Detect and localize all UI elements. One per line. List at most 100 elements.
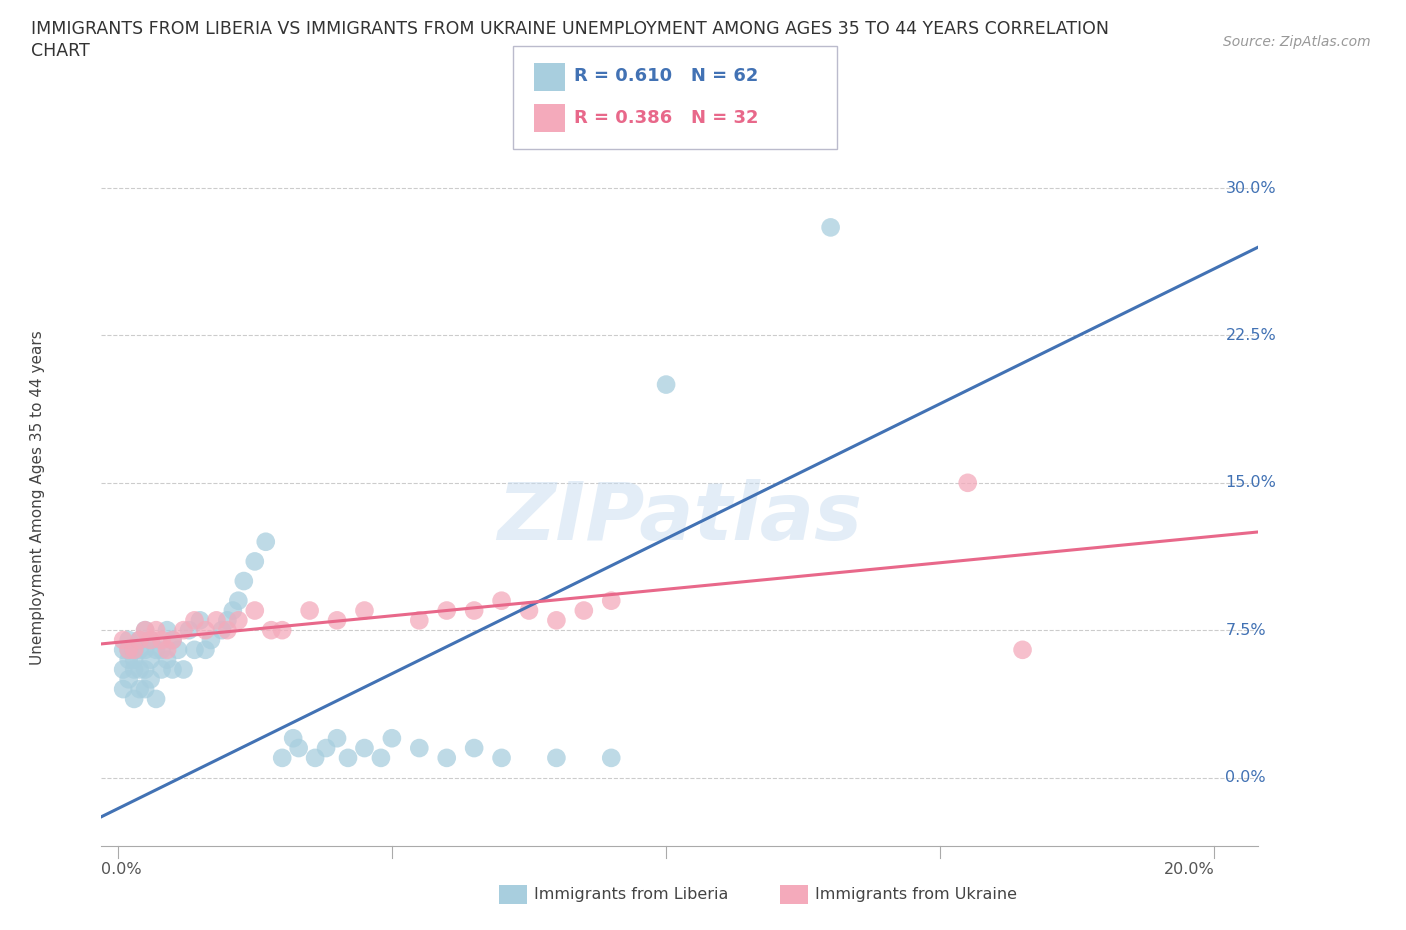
Point <box>381 731 404 746</box>
Point <box>145 692 167 707</box>
Point <box>134 623 156 638</box>
Point <box>408 613 430 628</box>
Point <box>222 603 245 618</box>
Point <box>546 613 568 628</box>
Point <box>118 632 141 647</box>
Point <box>243 603 266 618</box>
Point <box>128 662 150 677</box>
Point <box>139 632 162 647</box>
Text: CHART: CHART <box>31 42 90 60</box>
Text: 0.0%: 0.0% <box>1226 770 1265 785</box>
Point <box>436 751 458 765</box>
Point <box>228 613 250 628</box>
Point <box>205 613 228 628</box>
Point <box>122 662 145 677</box>
Point <box>145 623 167 638</box>
Text: 15.0%: 15.0% <box>1226 475 1277 490</box>
Point <box>156 643 179 658</box>
Point <box>139 632 162 647</box>
Point <box>134 643 156 658</box>
Point <box>188 613 211 628</box>
Point <box>128 632 150 647</box>
Point <box>820 220 842 235</box>
Point <box>134 623 156 638</box>
Text: Source: ZipAtlas.com: Source: ZipAtlas.com <box>1223 35 1371 49</box>
Point <box>254 535 277 550</box>
Text: Immigrants from Ukraine: Immigrants from Ukraine <box>815 887 1018 902</box>
Point <box>260 623 283 638</box>
Point <box>112 662 135 677</box>
Point <box>232 574 254 589</box>
Point <box>217 613 239 628</box>
Point <box>112 632 135 647</box>
Point <box>134 662 156 677</box>
Point <box>183 613 205 628</box>
Point <box>353 603 375 618</box>
Point <box>173 623 195 638</box>
Point <box>200 632 222 647</box>
Point <box>287 740 309 755</box>
Point <box>167 643 190 658</box>
Point <box>122 643 145 658</box>
Point <box>228 593 250 608</box>
Point <box>150 632 173 647</box>
Point <box>243 554 266 569</box>
Text: 0.0%: 0.0% <box>101 862 142 877</box>
Point <box>546 751 568 765</box>
Point <box>112 643 135 658</box>
Point <box>353 740 375 755</box>
Point <box>156 652 179 667</box>
Point <box>211 623 233 638</box>
Point <box>118 671 141 686</box>
Point <box>194 623 217 638</box>
Point <box>337 751 360 765</box>
Point <box>326 731 349 746</box>
Point <box>128 632 150 647</box>
Point <box>128 682 150 697</box>
Point <box>408 740 430 755</box>
Point <box>326 613 349 628</box>
Point <box>283 731 305 746</box>
Text: Unemployment Among Ages 35 to 44 years: Unemployment Among Ages 35 to 44 years <box>30 330 45 665</box>
Point <box>134 682 156 697</box>
Text: Immigrants from Liberia: Immigrants from Liberia <box>534 887 728 902</box>
Point <box>463 740 485 755</box>
Point <box>156 623 179 638</box>
Point <box>491 751 513 765</box>
Point <box>139 671 162 686</box>
Text: 30.0%: 30.0% <box>1226 180 1277 195</box>
Point <box>122 643 145 658</box>
Point <box>271 623 294 638</box>
Point <box>304 751 326 765</box>
Point <box>217 623 239 638</box>
Point <box>600 751 623 765</box>
Point <box>118 643 141 658</box>
Point <box>139 652 162 667</box>
Point <box>122 652 145 667</box>
Point <box>436 603 458 618</box>
Point <box>463 603 485 618</box>
Point <box>118 652 141 667</box>
Text: R = 0.386   N = 32: R = 0.386 N = 32 <box>574 109 758 127</box>
Point <box>298 603 321 618</box>
Point <box>491 593 513 608</box>
Point <box>956 475 979 490</box>
Point <box>370 751 392 765</box>
Point <box>122 692 145 707</box>
Point <box>517 603 540 618</box>
Point <box>150 643 173 658</box>
Text: 7.5%: 7.5% <box>1226 623 1265 638</box>
Text: 22.5%: 22.5% <box>1226 328 1277 343</box>
Point <box>177 623 200 638</box>
Point <box>162 662 184 677</box>
Text: R = 0.610   N = 62: R = 0.610 N = 62 <box>574 67 758 86</box>
Point <box>600 593 623 608</box>
Point <box>194 643 217 658</box>
Text: ZIPatlas: ZIPatlas <box>498 480 862 557</box>
Point <box>118 643 141 658</box>
Text: IMMIGRANTS FROM LIBERIA VS IMMIGRANTS FROM UKRAINE UNEMPLOYMENT AMONG AGES 35 TO: IMMIGRANTS FROM LIBERIA VS IMMIGRANTS FR… <box>31 20 1109 38</box>
Point <box>271 751 294 765</box>
Point <box>655 378 678 392</box>
Point <box>1011 643 1033 658</box>
Point <box>150 662 173 677</box>
